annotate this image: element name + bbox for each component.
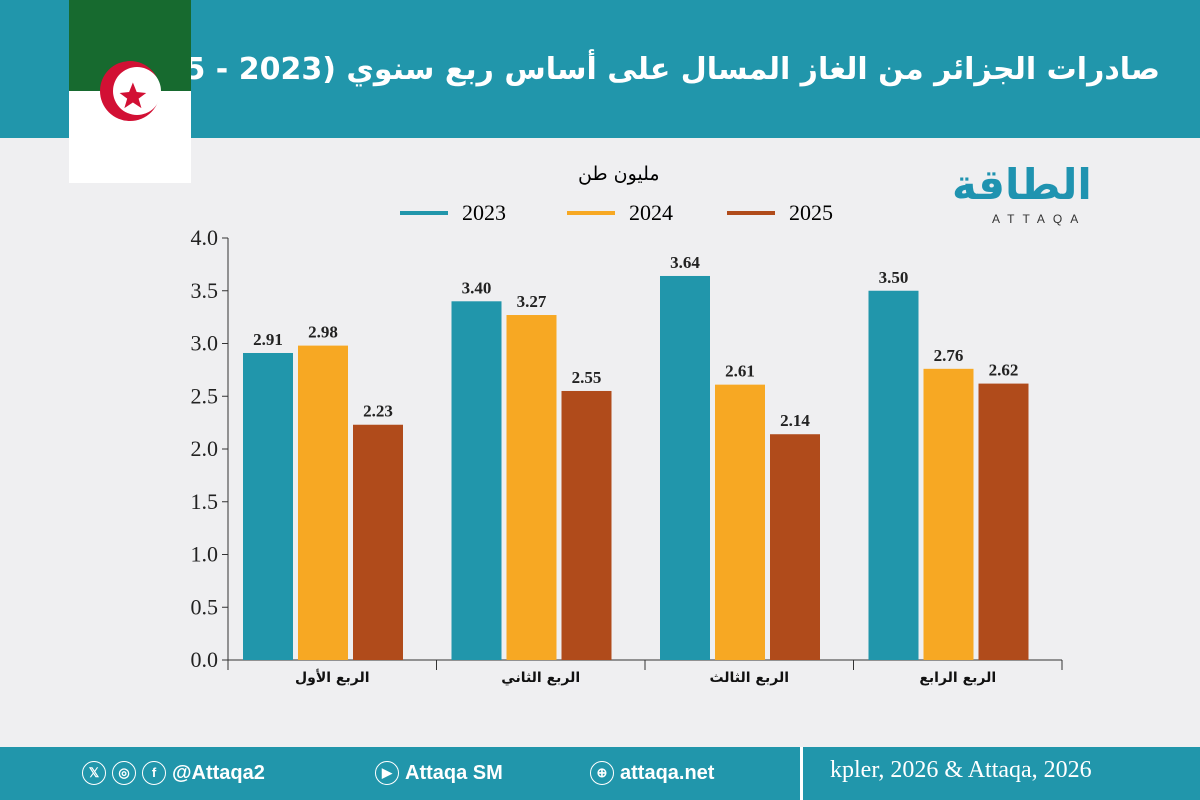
data-label: 3.40: [462, 278, 492, 297]
y-tick-label: 3.5: [191, 278, 219, 303]
legend-2023: 2023: [400, 200, 506, 226]
bar-2024: [506, 315, 557, 660]
bar-2025: [770, 434, 820, 660]
data-label: 2.91: [253, 330, 283, 349]
bar-2023: [451, 301, 502, 660]
legend-2024: 2024: [567, 200, 673, 226]
data-label: 3.50: [879, 268, 909, 287]
data-label: 3.64: [670, 253, 700, 272]
bar-2024: [923, 368, 974, 660]
data-label: 2.23: [363, 402, 393, 421]
footer: 𝕏 ◎ f @Attaqa2 ▶ Attaqa SM ⊕ attaqa.net …: [0, 747, 1200, 800]
bar-2025: [561, 390, 612, 660]
category-label: الربع الرابع: [919, 670, 996, 686]
youtube-icon[interactable]: ▶: [375, 761, 399, 785]
logo-arabic: الطاقة: [952, 160, 1092, 209]
unit-label: مليون طن: [578, 163, 660, 185]
globe-icon[interactable]: ⊕: [590, 761, 614, 785]
y-tick-label: 4.0: [191, 225, 219, 250]
bar-2025: [353, 424, 403, 660]
category-label: الربع الثالث: [709, 670, 789, 686]
bar-2023: [868, 290, 919, 660]
y-tick-label: 2.5: [191, 383, 219, 408]
facebook-icon[interactable]: f: [142, 761, 166, 785]
legend-label: 2025: [789, 200, 833, 225]
source-text: kpler, 2026 & Attaqa, 2026: [830, 757, 1092, 783]
y-tick-label: 0.5: [191, 594, 219, 619]
header-bar: صادرات الجزائر من الغاز المسال على أساس …: [0, 0, 1200, 138]
bar-2025: [978, 383, 1029, 660]
data-label: 2.61: [725, 362, 755, 381]
data-label: 2.62: [989, 361, 1019, 380]
y-tick-label: 3.0: [191, 331, 219, 356]
footer-divider: [800, 747, 803, 800]
bar-chart: 0.0 0.5 1.0 1.5 2.0 2.5 3.0 3.5 4.0 الربع الأول 2.…: [191, 225, 1063, 686]
youtube-channel[interactable]: Attaqa SM: [405, 761, 503, 784]
data-label: 2.98: [308, 323, 338, 342]
attaqa-logo: الطاقة ATTAQA: [952, 160, 1167, 235]
website-link[interactable]: attaqa.net: [620, 761, 715, 784]
bar-2024: [298, 345, 348, 660]
data-label: 2.14: [780, 411, 810, 430]
algeria-flag: [69, 0, 191, 183]
legend-swatch-2023: [400, 211, 448, 215]
x-twitter-icon[interactable]: 𝕏: [82, 761, 106, 785]
legend-swatch-2025: [727, 211, 775, 215]
bar-2023: [660, 275, 710, 660]
legend-label: 2023: [462, 200, 506, 225]
category-label: الربع الأول: [295, 669, 370, 686]
y-tick-label: 1.5: [191, 489, 219, 514]
y-tick-label: 1.0: [191, 542, 219, 567]
legend-swatch-2024: [567, 211, 615, 215]
legend-2025: 2025: [727, 200, 833, 226]
data-label: 2.55: [572, 368, 602, 387]
bar-2023: [243, 352, 293, 660]
data-label: 3.27: [517, 292, 547, 311]
y-tick-label: 2.0: [191, 436, 219, 461]
legend-label: 2024: [629, 200, 673, 225]
instagram-icon[interactable]: ◎: [112, 761, 136, 785]
bar-2024: [715, 384, 765, 660]
data-label: 2.76: [934, 346, 964, 365]
logo-latin: ATTAQA: [992, 212, 1087, 226]
y-tick-label: 0.0: [191, 647, 219, 672]
social-handle[interactable]: @Attaqa2: [172, 761, 265, 784]
category-label: الربع الثاني: [501, 670, 580, 686]
